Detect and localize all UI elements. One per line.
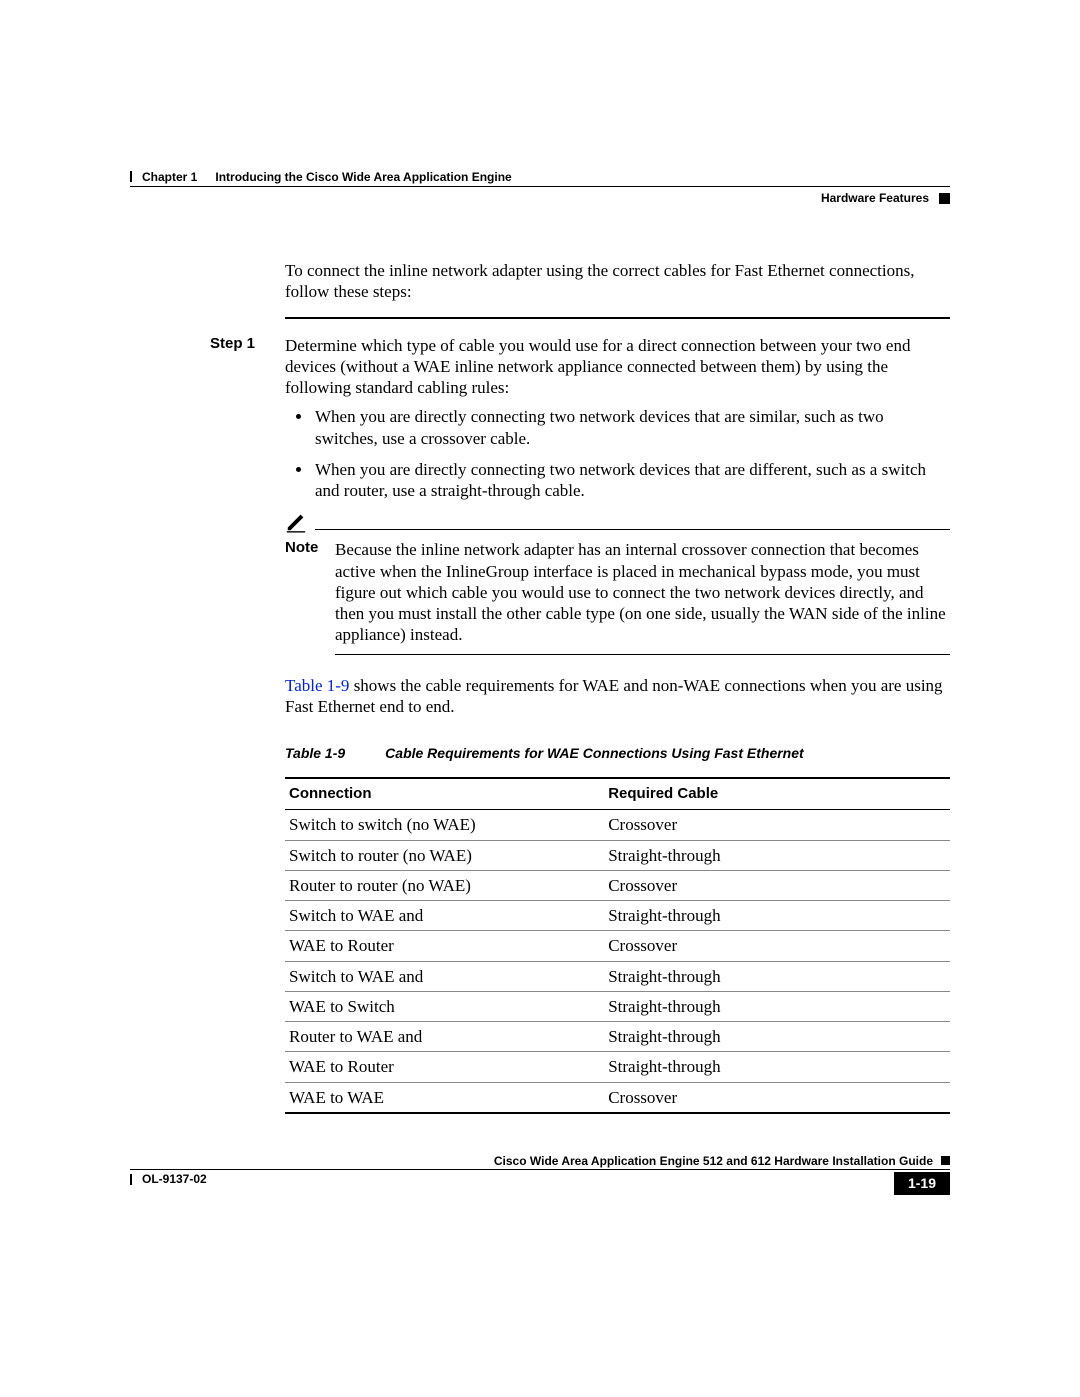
note-body: Note Because the inline network adapter … bbox=[285, 539, 950, 645]
step-1: Step 1 Determine which type of cable you… bbox=[285, 335, 950, 1114]
step-label: Step 1 bbox=[130, 335, 285, 352]
horizontal-rule bbox=[285, 317, 950, 319]
table-cell: Crossover bbox=[604, 870, 950, 900]
footer-marker-icon bbox=[941, 1156, 950, 1165]
section-header: Hardware Features bbox=[130, 191, 950, 205]
table-header-row: Connection Required Cable bbox=[285, 778, 950, 810]
step-body: Determine which type of cable you would … bbox=[285, 335, 950, 1114]
table-cell: Switch to switch (no WAE) bbox=[285, 810, 604, 840]
table-cell: WAE to Router bbox=[285, 1052, 604, 1082]
note-text: Because the inline network adapter has a… bbox=[335, 539, 950, 645]
page-footer: Cisco Wide Area Application Engine 512 a… bbox=[130, 1154, 950, 1195]
table-row: Switch to router (no WAE)Straight-throug… bbox=[285, 840, 950, 870]
table-cell: Straight-through bbox=[604, 961, 950, 991]
column-header-required-cable: Required Cable bbox=[604, 778, 950, 810]
table-number: Table 1-9 bbox=[285, 745, 345, 761]
table-reference-paragraph: Table 1-9 shows the cable requirements f… bbox=[285, 675, 950, 718]
running-header: Chapter 1 Introducing the Cisco Wide Are… bbox=[130, 170, 950, 187]
main-content: To connect the inline network adapter us… bbox=[285, 260, 950, 1114]
cable-requirements-table: Connection Required Cable Switch to swit… bbox=[285, 777, 950, 1114]
table-cell: Straight-through bbox=[604, 1022, 950, 1052]
table-cell: Switch to WAE and bbox=[285, 961, 604, 991]
chapter-number: Chapter 1 bbox=[142, 170, 197, 184]
table-row: Switch to WAE andStraight-through bbox=[285, 961, 950, 991]
note-rule-top bbox=[315, 529, 950, 530]
table-row: WAE to WAECrossover bbox=[285, 1082, 950, 1113]
note-header bbox=[285, 511, 950, 533]
doc-number: OL-9137-02 bbox=[142, 1172, 207, 1186]
table-cell: Crossover bbox=[604, 1082, 950, 1113]
footer-bottom: OL-9137-02 1-19 bbox=[130, 1172, 950, 1195]
table-row: WAE to RouterStraight-through bbox=[285, 1052, 950, 1082]
document-page: Chapter 1 Introducing the Cisco Wide Are… bbox=[0, 0, 1080, 1255]
table-row: WAE to SwitchStraight-through bbox=[285, 991, 950, 1021]
table-cell: Crossover bbox=[604, 931, 950, 961]
guide-title: Cisco Wide Area Application Engine 512 a… bbox=[494, 1154, 933, 1168]
chapter-title: Introducing the Cisco Wide Area Applicat… bbox=[215, 170, 511, 184]
table-cell: WAE to WAE bbox=[285, 1082, 604, 1113]
note-block: Note Because the inline network adapter … bbox=[285, 511, 950, 654]
table-reference-link[interactable]: Table 1-9 bbox=[285, 676, 349, 695]
note-rule-bottom bbox=[335, 654, 950, 655]
bullet-item: When you are directly connecting two net… bbox=[313, 459, 950, 502]
note-label: Note bbox=[285, 539, 335, 558]
step-text: Determine which type of cable you would … bbox=[285, 336, 910, 398]
table-cell: Router to WAE and bbox=[285, 1022, 604, 1052]
crop-mark-icon bbox=[130, 171, 136, 182]
table-cell: Straight-through bbox=[604, 901, 950, 931]
section-title: Hardware Features bbox=[821, 191, 929, 205]
intro-paragraph: To connect the inline network adapter us… bbox=[285, 260, 950, 303]
table-cell: Switch to WAE and bbox=[285, 901, 604, 931]
section-marker-icon bbox=[939, 193, 950, 204]
pencil-icon bbox=[285, 511, 307, 533]
table-reference-text: shows the cable requirements for WAE and… bbox=[285, 676, 943, 716]
table-cell: WAE to Router bbox=[285, 931, 604, 961]
footer-title-row: Cisco Wide Area Application Engine 512 a… bbox=[130, 1154, 950, 1170]
crop-mark-icon bbox=[130, 1174, 136, 1185]
table-cell: Switch to router (no WAE) bbox=[285, 840, 604, 870]
table-title: Cable Requirements for WAE Connections U… bbox=[385, 745, 804, 761]
step-bullets: When you are directly connecting two net… bbox=[285, 406, 950, 501]
table-cell: WAE to Switch bbox=[285, 991, 604, 1021]
table-cell: Straight-through bbox=[604, 1052, 950, 1082]
column-header-connection: Connection bbox=[285, 778, 604, 810]
table-caption: Table 1-9 Cable Requirements for WAE Conn… bbox=[285, 745, 950, 763]
table-row: Router to WAE andStraight-through bbox=[285, 1022, 950, 1052]
table-cell: Router to router (no WAE) bbox=[285, 870, 604, 900]
table-row: Switch to switch (no WAE)Crossover bbox=[285, 810, 950, 840]
bullet-item: When you are directly connecting two net… bbox=[313, 406, 950, 449]
table-cell: Straight-through bbox=[604, 840, 950, 870]
table-row: Router to router (no WAE)Crossover bbox=[285, 870, 950, 900]
table-cell: Straight-through bbox=[604, 991, 950, 1021]
doc-number-wrap: OL-9137-02 bbox=[130, 1172, 207, 1186]
table-row: Switch to WAE andStraight-through bbox=[285, 901, 950, 931]
table-row: WAE to RouterCrossover bbox=[285, 931, 950, 961]
table-cell: Crossover bbox=[604, 810, 950, 840]
page-number: 1-19 bbox=[894, 1172, 950, 1195]
